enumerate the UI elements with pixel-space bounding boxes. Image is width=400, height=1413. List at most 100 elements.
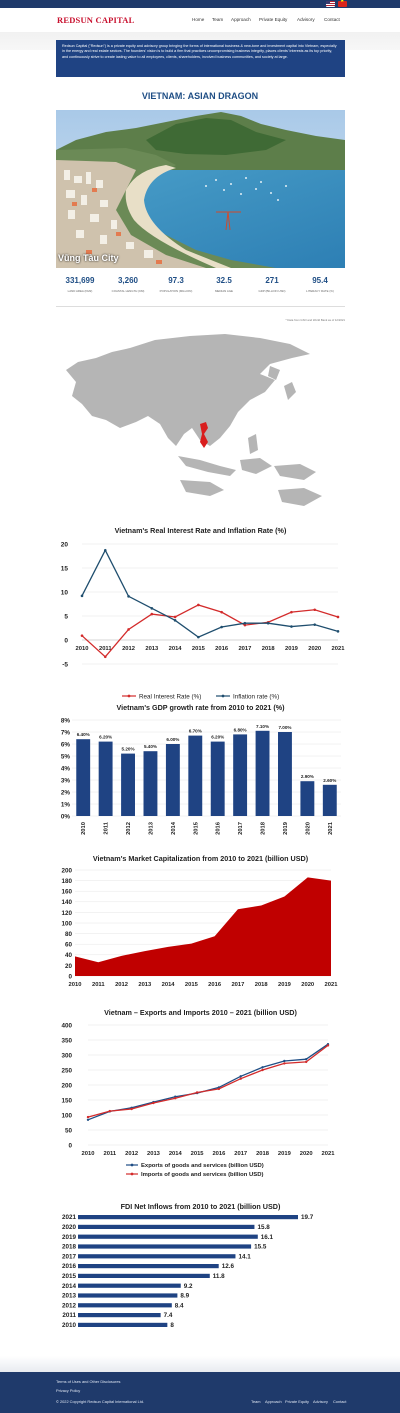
data-point xyxy=(336,630,340,633)
y-tick-label: 0 xyxy=(68,973,72,980)
data-point xyxy=(313,608,317,612)
footer-nav-private-equity[interactable]: Private Equity xyxy=(285,1399,310,1404)
data-label: 8.4 xyxy=(175,1302,184,1309)
data-point xyxy=(103,548,107,552)
x-tick-label: 2017 xyxy=(238,646,251,652)
bar xyxy=(78,1283,181,1288)
legend-label: Exports of goods and services (billion U… xyxy=(141,1163,264,1169)
data-label: 6.80% xyxy=(234,727,247,732)
footer-nav-approach[interactable]: Approach xyxy=(265,1399,282,1404)
y-tick-label: 0 xyxy=(64,638,68,645)
y-tick-label: 2% xyxy=(61,789,71,796)
data-label: 6.40% xyxy=(77,732,90,737)
bar xyxy=(78,1322,168,1327)
x-tick-label: 2019 xyxy=(283,821,289,835)
legend-label: Imports of goods and services (billion U… xyxy=(141,1172,263,1178)
footer-nav-advisory[interactable]: Advisory xyxy=(313,1399,328,1404)
stat-label: LITERACY RATE (%) xyxy=(306,289,334,293)
data-label: 7.10% xyxy=(256,724,269,729)
x-tick-label: 2015 xyxy=(192,646,206,652)
y-tick-label: 60 xyxy=(65,942,73,949)
section-title: VIETNAM: ASIAN DRAGON xyxy=(141,91,259,101)
chart-title: FDI Net Inflows from 2010 to 2021 (billi… xyxy=(120,1202,281,1211)
x-tick-label: 2021 xyxy=(322,1151,336,1157)
data-point xyxy=(239,1077,242,1080)
nav-team[interactable]: Team xyxy=(212,17,224,22)
us-flag-icon[interactable] xyxy=(326,1,335,7)
y-tick-label: 2018 xyxy=(62,1244,77,1251)
x-tick-label: 2013 xyxy=(147,1151,161,1157)
stat-gdp: 271 GDP (BILLION USD) xyxy=(248,276,296,293)
photo-caption: Vũng Tàu City xyxy=(58,253,119,263)
stat-value: 32.5 xyxy=(216,276,232,285)
stat-label: COASTAL LENGTH (KM) xyxy=(111,289,145,293)
logo[interactable]: REDSUN CAPITAL xyxy=(57,15,135,25)
y-tick-label: 2015 xyxy=(62,1273,77,1280)
data-point xyxy=(243,623,247,627)
data-point xyxy=(152,1101,155,1105)
y-tick-label: 20 xyxy=(61,542,69,549)
asia-map xyxy=(60,330,345,506)
data-label: 5.40% xyxy=(144,744,157,749)
x-tick-label: 2016 xyxy=(212,1151,226,1157)
x-tick-label: 2014 xyxy=(169,1151,183,1157)
stat-label: POPULATION (MILLION) xyxy=(159,289,193,293)
bar xyxy=(121,753,135,816)
y-tick-label: 2016 xyxy=(62,1263,77,1270)
footer-terms-link[interactable]: Terms of Uses and Other Disclosures xyxy=(56,1379,121,1384)
y-tick-label: 2013 xyxy=(62,1293,77,1300)
x-tick-label: 2014 xyxy=(162,982,176,988)
legend-marker xyxy=(221,694,225,698)
y-tick-label: 2012 xyxy=(62,1302,77,1309)
x-tick-label: 2018 xyxy=(261,821,267,835)
y-tick-label: 8% xyxy=(61,717,71,724)
stat-coastal-length: 3,260 COASTAL LENGTH (KM) xyxy=(104,276,152,293)
data-point xyxy=(108,1109,112,1113)
y-tick-label: 7% xyxy=(61,729,71,736)
vn-flag-icon[interactable] xyxy=(338,0,347,7)
series-line xyxy=(81,548,339,638)
y-tick-label: 2021 xyxy=(62,1214,77,1221)
fdi-chart: FDI Net Inflows from 2010 to 2021 (billi… xyxy=(56,1198,345,1338)
data-point xyxy=(80,634,84,637)
y-tick-label: 3% xyxy=(61,777,71,784)
nav-approach[interactable]: Approach xyxy=(231,17,251,22)
data-point xyxy=(220,610,223,614)
data-point xyxy=(239,1075,242,1078)
x-tick-label: 2011 xyxy=(92,982,105,988)
y-tick-label: 140 xyxy=(61,899,72,906)
data-point xyxy=(243,621,247,625)
data-label: 15.5 xyxy=(254,1244,267,1251)
bar xyxy=(278,732,292,816)
bar xyxy=(78,1234,258,1239)
data-point xyxy=(283,1059,286,1063)
fdi-svg: 2021 19.7 2020 15.8 2019 16.1 2018 15.5 2017 14.1… xyxy=(62,1214,314,1329)
data-label: 2.60% xyxy=(323,778,336,783)
stat-median-age: 32.5 MEDIAN AGE xyxy=(200,276,248,293)
footer-nav-contact[interactable]: Contact xyxy=(333,1399,347,1404)
data-label: 16.1 xyxy=(261,1234,274,1241)
interest-inflation-svg: -5 0 5 10 15 20 2010 2011 2012 2013 2014 2015 2016 20… xyxy=(61,542,345,701)
stat-label: MEDIAN AGE xyxy=(215,289,233,293)
stat-value: 331,699 xyxy=(65,276,95,285)
legend-label: Real Interest Rate (%) xyxy=(139,693,201,700)
data-point xyxy=(217,1087,221,1091)
y-tick-label: 20 xyxy=(65,963,73,970)
nav-private-equity[interactable]: Private Equity xyxy=(259,17,288,22)
y-tick-label: 160 xyxy=(61,889,72,896)
y-tick-label: -5 xyxy=(62,662,68,669)
footer-privacy-link[interactable]: Privacy Policy xyxy=(56,1388,81,1393)
data-point xyxy=(86,1118,90,1121)
data-point xyxy=(150,612,154,616)
x-tick-label: 2020 xyxy=(305,822,311,835)
source-note: * Data from GSO and World Bank as of 12/… xyxy=(285,318,346,322)
stat-value: 271 xyxy=(265,276,279,285)
data-point xyxy=(195,1091,199,1094)
nav-advisory[interactable]: Advisory xyxy=(297,17,315,22)
nav-contact[interactable]: Contact xyxy=(324,17,340,22)
x-tick-label: 2011 xyxy=(104,821,110,834)
nav-home[interactable]: Home xyxy=(192,17,205,22)
footer-nav-team[interactable]: Team xyxy=(251,1399,261,1404)
x-tick-label: 2010 xyxy=(69,982,82,988)
